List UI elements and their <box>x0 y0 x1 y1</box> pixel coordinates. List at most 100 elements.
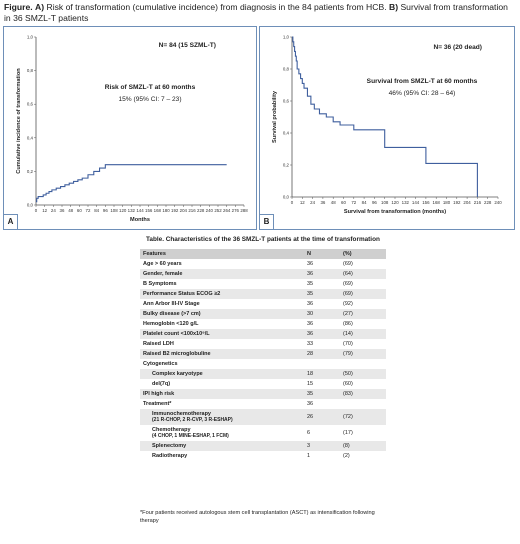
x-tick-label: 120 <box>119 208 127 213</box>
chart-panel-b: 0 12 24 36 48 60 72 84 96 108 120 132 144 156 168 180 19… <box>259 26 515 230</box>
row-label-text: Gender, female <box>143 270 183 277</box>
row-label: Ann Arbor III-IV Stage <box>140 299 304 309</box>
y-tick-label: 0,0 <box>27 203 34 208</box>
row-label: Cytogenetics <box>140 359 304 369</box>
row-label: Treatment* <box>140 399 304 409</box>
row-label: B Symptoms <box>140 279 304 289</box>
x-tick-label: 72 <box>351 200 356 205</box>
x-tick-label: 108 <box>381 200 389 205</box>
row-n: 3 <box>304 440 340 451</box>
series-line <box>292 36 478 197</box>
table-row: Immunochemotherapy (21 R-CHOP, 2 R-CVP, 3… <box>140 408 386 425</box>
x-tick-label: 132 <box>128 208 136 213</box>
x-tick-label: 0 <box>291 200 294 205</box>
row-label-text: IPI high risk <box>143 390 175 397</box>
table-row: Hemoglobin <120 g/L 36 (86) <box>140 319 386 329</box>
characteristics-table-section: Table. Characteristics of the 36 SMZL-T … <box>140 236 390 461</box>
row-label: Bulky disease (>7 cm) <box>140 308 304 319</box>
row-percent: (70) <box>343 340 353 347</box>
table-row: Splenectomy 3 (8) <box>140 440 386 451</box>
row-label-text: Immunochemotherapy <box>152 410 211 417</box>
x-tick-label: 216 <box>474 200 482 205</box>
chart-annotation: Risk of SMZL-T at 60 months <box>105 84 196 91</box>
y-tick-label: 0,2 <box>283 163 290 168</box>
chart-annotation: Survival from SMZL-T at 60 months <box>367 78 478 85</box>
x-tick-label: 24 <box>51 208 56 213</box>
x-tick-label: 168 <box>154 208 162 213</box>
row-n: 36 <box>307 320 314 327</box>
x-tick-label: 24 <box>310 200 315 205</box>
row-percent: (50) <box>340 368 386 379</box>
y-tick-label: 1,0 <box>27 35 34 40</box>
x-tick-label: 132 <box>402 200 410 205</box>
header-percent: (%) <box>340 248 386 259</box>
row-percent: (2) <box>343 452 350 459</box>
row-n: 35 <box>304 288 340 299</box>
row-label: Age > 60 years <box>140 259 304 269</box>
row-sublabel: (21 R-CHOP, 2 R-CVP, 3 R-ESHAP) <box>152 416 233 423</box>
row-n: 15 <box>307 380 314 387</box>
x-tick-label: 216 <box>188 208 196 213</box>
x-tick-label: 228 <box>484 200 492 205</box>
row-n: 26 <box>304 408 340 425</box>
row-label: Hemoglobin <120 g/L <box>140 319 304 329</box>
x-tick-label: 156 <box>422 200 430 205</box>
table-row: B Symptoms 35 (69) <box>140 279 386 289</box>
row-n <box>304 359 340 369</box>
x-tick-label: 48 <box>331 200 336 205</box>
row-percent: (79) <box>340 348 386 359</box>
table-row: Ann Arbor III-IV Stage 36 (92) <box>140 299 386 309</box>
caption-prefix: Figure. <box>4 2 33 12</box>
table-row: Radiotherapy 1 (2) <box>140 451 386 461</box>
row-label-text: Hemoglobin <120 g/L <box>143 320 199 327</box>
x-tick-label: 180 <box>162 208 170 213</box>
table-row: Complex karyotype 18 (50) <box>140 368 386 379</box>
y-tick-label: 0,0 <box>283 195 290 200</box>
row-n: 33 <box>307 340 314 347</box>
row-percent: (86) <box>343 320 353 327</box>
row-label-text: Raised LDH <box>143 340 174 347</box>
row-percent: (69) <box>343 260 353 267</box>
row-percent: (72) <box>340 408 386 425</box>
y-tick-label: 0,6 <box>27 102 34 107</box>
row-label-text: B Symptoms <box>143 280 177 287</box>
table-row: Raised LDH 33 (70) <box>140 339 386 349</box>
x-tick-label: 168 <box>433 200 441 205</box>
table-row: Platelet count <100x10⁹/L 36 (14) <box>140 328 386 339</box>
caption-a-text: Risk of transformation (cumulative incid… <box>46 2 387 12</box>
x-tick-label: 48 <box>68 208 73 213</box>
row-percent: (69) <box>340 288 386 299</box>
chart-annotation: 15% (95% CI: 7 – 23) <box>118 96 181 103</box>
caption-b-label: B) <box>388 2 399 12</box>
x-tick-label: 96 <box>372 200 377 205</box>
table-row: Treatment* 36 <box>140 399 386 409</box>
row-label-text: Cytogenetics <box>143 360 178 367</box>
row-label: Splenectomy <box>140 440 304 451</box>
header-features: Features <box>140 248 304 259</box>
x-tick-label: 144 <box>412 200 420 205</box>
row-label-text: Performance Status ECOG ≥2 <box>143 290 221 297</box>
caption-a-label: A) <box>35 2 45 12</box>
y-axis-label: Cumulative incidence of transformation <box>16 68 22 174</box>
x-tick-label: 192 <box>453 200 461 205</box>
x-tick-label: 252 <box>214 208 222 213</box>
table-row: Raised B2 microglobuline 28 (79) <box>140 348 386 359</box>
characteristics-table: Features N (%) Age > 60 years 36 (69) Gende… <box>140 248 386 461</box>
row-n: 36 <box>307 260 314 267</box>
row-label-text: Age > 60 years <box>143 260 182 267</box>
x-tick-label: 36 <box>60 208 65 213</box>
x-tick-label: 204 <box>463 200 471 205</box>
x-tick-label: 156 <box>145 208 153 213</box>
row-n: 1 <box>307 452 311 459</box>
row-label: Raised LDH <box>140 339 304 349</box>
row-percent: (64) <box>340 268 386 279</box>
table-row: Chemotherapy (4 CHOP, 1 MINE-ESHAP, 1 FCM… <box>140 425 386 441</box>
row-percent <box>340 399 386 409</box>
x-tick-label: 228 <box>197 208 205 213</box>
chart-panel-a: 0 12 24 36 48 60 72 84 96 108 120 132 144 156 168 180 19… <box>3 26 257 230</box>
row-n: 36 <box>304 328 340 339</box>
chart-annotation: N= 36 (20 dead) <box>433 44 482 51</box>
table-row: Cytogenetics <box>140 359 386 369</box>
row-percent: (69) <box>343 280 353 287</box>
x-tick-label: 120 <box>391 200 399 205</box>
